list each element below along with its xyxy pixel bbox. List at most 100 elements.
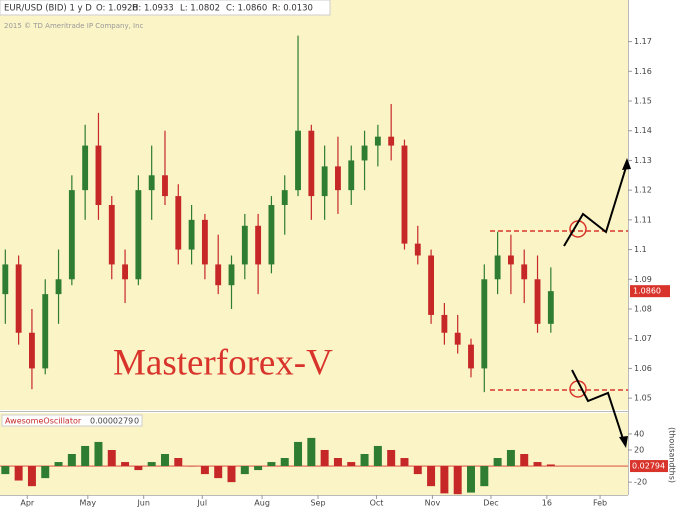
oscillator-bar — [200, 466, 209, 475]
oscillator-bar — [174, 458, 183, 467]
watermark: Masterforex-V — [113, 342, 333, 383]
candle-body — [428, 255, 435, 315]
x-tick-label: Jun — [136, 499, 150, 508]
oscillator-bar — [240, 466, 249, 475]
indicator-title: AwesomeOscillator — [5, 417, 82, 426]
oscillator-bar — [533, 462, 542, 467]
oscillator-bar — [214, 466, 223, 479]
candle-body — [534, 279, 541, 324]
annotations — [490, 158, 631, 448]
candle-body — [42, 294, 49, 369]
oscillator-bar — [54, 462, 63, 467]
y-tick-label: 20 — [634, 445, 644, 454]
oscillator-bar — [347, 462, 356, 467]
y-tick-label: 1.13 — [634, 156, 652, 165]
oscillator-bar — [121, 462, 130, 467]
x-tick-label: Feb — [593, 499, 607, 508]
oscillator-bar — [294, 441, 303, 467]
oscillator-bar — [413, 466, 422, 475]
y-tick-label: 1.11 — [634, 215, 652, 224]
header-field: C: 1.0860 — [226, 4, 267, 14]
candle-body — [308, 130, 315, 197]
candle-body — [321, 166, 328, 197]
candle-body — [268, 205, 275, 265]
oscillator-bar — [227, 466, 236, 483]
candle-body — [95, 145, 102, 205]
last-value-label: 0.02794 — [632, 462, 665, 471]
x-tick-label: Sep — [310, 499, 325, 508]
candle-body — [507, 255, 514, 265]
last-value-box — [630, 460, 668, 473]
y-tick-label: 1.15 — [634, 97, 652, 106]
candle-body — [241, 225, 248, 265]
oscillator-bar — [520, 454, 529, 467]
oscillator-bar — [1, 466, 10, 475]
oscillator-bar — [360, 454, 369, 467]
candle-body — [162, 175, 168, 197]
arrowhead — [622, 158, 631, 170]
candle-body — [201, 219, 208, 265]
candle-body — [348, 160, 355, 191]
oscillator-bar — [480, 466, 489, 487]
candle-body — [68, 190, 75, 280]
oscillator-bar — [254, 466, 263, 471]
candle-body — [108, 205, 115, 265]
candle-body — [414, 243, 421, 256]
oscillator-bar — [267, 462, 276, 467]
y-tick-label: 1.08 — [634, 304, 652, 313]
oscillator-bar — [81, 445, 90, 467]
candle-body — [281, 190, 288, 205]
x-tick-label: Dec — [483, 499, 498, 508]
oscillator-bar — [94, 441, 103, 467]
oscillator-bar — [134, 466, 143, 471]
candle-body — [388, 136, 395, 146]
oscillator-bar — [427, 466, 436, 487]
y-tick-label: 1.17 — [634, 37, 652, 46]
candle-body — [215, 264, 222, 286]
arrow — [571, 369, 625, 443]
oscillator-bar — [280, 458, 289, 467]
oscillator-bar — [107, 449, 116, 467]
oscillator-bar — [440, 466, 449, 494]
candle-body — [29, 332, 35, 369]
candle-body — [148, 175, 155, 191]
candle-body — [82, 145, 89, 191]
axis-label: (thousandths) — [668, 427, 677, 483]
header-field: L: 1.0802 — [180, 4, 220, 14]
candle-body — [335, 166, 341, 191]
oscillator-bar — [400, 458, 409, 467]
candle-body — [401, 145, 408, 244]
oscillator-bar — [41, 466, 50, 479]
y-tick-label: 1.05 — [634, 394, 652, 403]
indicator-value: 0 — [134, 417, 139, 426]
oscillator-bar — [453, 466, 462, 495]
candle-body — [2, 264, 9, 295]
indicator-bar — [1, 414, 143, 427]
header-field: EUR/USD (BID) 1 y D — [4, 4, 92, 14]
y-tick-label: -20 — [634, 478, 647, 487]
candle-body — [374, 136, 381, 146]
x-tick-label: Oct — [370, 499, 384, 508]
candle-body — [494, 255, 501, 280]
indicator-value: 0.0000279 — [90, 417, 133, 426]
y-tick-label: 1.07 — [634, 334, 652, 343]
x-tick-label: May — [80, 499, 97, 508]
copyright: 2015 © TD Ameritrade IP Company, Inc — [4, 22, 144, 30]
oscillator-bar — [307, 437, 316, 467]
candle-body — [468, 344, 474, 369]
candle-body — [441, 314, 448, 333]
y-tick-label: 1.06 — [634, 364, 652, 373]
candle-body — [55, 279, 62, 295]
x-tick-label: 16 — [542, 499, 552, 508]
oscillator-bar — [373, 445, 382, 467]
y-tick-label: 1.09 — [634, 275, 652, 284]
candle-body — [188, 219, 195, 250]
price-panel — [0, 0, 628, 410]
candle-body — [122, 264, 128, 280]
y-tick-label: 40 — [634, 429, 644, 438]
candle-body — [481, 279, 488, 369]
candle-body — [228, 264, 235, 286]
header-field: R: 0.0130 — [272, 4, 313, 14]
candle-body — [521, 264, 528, 280]
